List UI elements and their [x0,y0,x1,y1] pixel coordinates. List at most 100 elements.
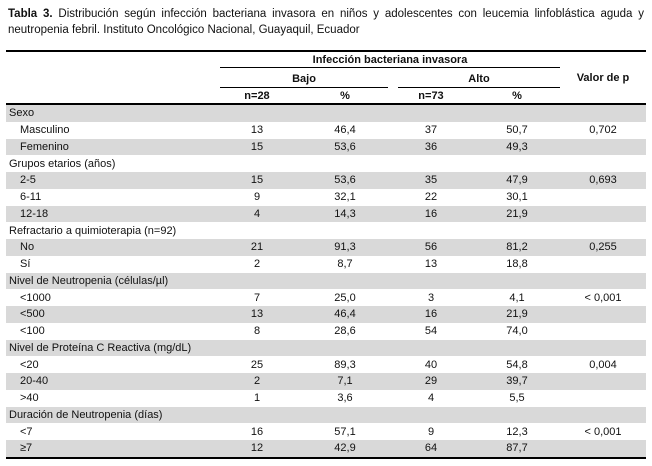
cell-pct-bajo: 57,1 [334,425,356,438]
row-label: >40 [20,392,39,405]
cell-pct-bajo: 53,6 [334,140,356,153]
section-label: Grupos etarios (años) [9,157,116,170]
table-row: Sí 2 8,7 13 18,8 [6,256,646,273]
cell-n-alto: 9 [427,425,435,438]
cell-n-alto: 22 [424,191,438,204]
cell-p-value: < 0,001 [584,425,622,438]
section-label: Nivel de Proteína C Reactiva (mg/dL) [9,341,192,354]
table-row: ≥7 12 42,9 64 87,7 [6,440,646,457]
cell-pct-bajo: 91,3 [334,241,356,254]
cell-pct-alto: 30,1 [506,191,528,204]
cell-pct-alto: 49,3 [506,140,528,153]
table-row: <20 25 89,3 40 54,8 0,004 [6,356,646,373]
row-label: <1000 [20,291,51,304]
cell-pct-bajo: 3,6 [337,392,353,405]
cell-pct-bajo: 25,0 [334,291,356,304]
cell-p-value: 0,255 [589,241,617,254]
page: Tabla 3. Distribución según infección ba… [0,7,652,459]
row-label: Femenino [20,140,69,153]
cell-n-bajo: 25 [250,358,264,371]
cell-pct-alto: 39,7 [506,375,528,388]
row-label: 6-11 [20,191,42,204]
row-label: 12-18 [20,207,49,220]
cell-n-bajo: 4 [253,207,261,220]
cell-pct-bajo: 42,9 [334,442,356,455]
cell-pct-alto: 12,3 [506,425,528,438]
column-group-alto: Alto [398,68,560,88]
cell-pct-bajo: 46,4 [334,124,356,137]
row-label: 2-5 [20,174,36,187]
table-row: 12-18 4 14,3 16 21,9 [6,205,646,223]
cell-n-alto: 36 [424,140,438,153]
cell-n-alto: 37 [424,124,438,137]
cell-pct-alto: 4,1 [509,291,525,304]
cell-pct-bajo: 14,3 [334,207,356,220]
cell-n-alto: 16 [424,308,438,321]
cell-n-bajo: 13 [250,308,264,321]
cell-n-bajo: 13 [250,124,264,137]
data-table: Infección bacteriana invasora Bajo Alto … [6,50,646,459]
subheader-pct-alto: % [512,90,522,102]
table-section-row: Duración de Neutropenia (días) [6,406,646,424]
cell-n-alto: 64 [424,442,438,455]
row-label: No [20,241,35,254]
table-row: <7 16 57,1 9 12,3 < 0,001 [6,423,646,440]
row-label: Sí [20,258,31,271]
subheader-n-bajo: n=28 [244,90,270,102]
cell-n-bajo: 16 [250,425,264,438]
table-caption-number: Tabla 3. [8,8,53,20]
cell-n-bajo: 12 [250,442,264,455]
cell-n-bajo: 8 [253,325,261,338]
cell-n-bajo: 15 [250,140,264,153]
table-section-row: Refractario a quimioterapia (n=92) [6,222,646,239]
table-caption: Tabla 3. Distribución según infección ba… [8,7,644,38]
group-header-label: Infección bacteriana invasora [220,52,560,68]
cell-pct-bajo: 32,1 [334,191,356,204]
section-label: Refractario a quimioterapia (n=92) [9,224,177,237]
cell-n-alto: 40 [424,358,438,371]
cell-n-bajo: 21 [250,241,264,254]
cell-pct-alto: 47,9 [506,174,528,187]
cell-pct-alto: 21,9 [506,308,528,321]
cell-pct-bajo: 89,3 [334,358,356,371]
table-row: Masculino 13 46,4 37 50,7 0,702 [6,122,646,139]
cell-p-value: 0,004 [589,358,617,371]
row-label: Masculino [20,124,70,137]
cell-pct-alto: 5,5 [509,392,525,405]
cell-pct-bajo: 7,1 [337,375,353,388]
cell-n-alto: 13 [424,258,438,271]
table-section-row: Nivel de Neutropenia (células/µl) [6,272,646,290]
table-row: No 21 91,3 56 81,2 0,255 [6,239,646,256]
table-header: Infección bacteriana invasora Bajo Alto … [6,50,646,105]
cell-n-alto: 16 [424,207,438,220]
table-section-row: Nivel de Proteína C Reactiva (mg/dL) [6,339,646,357]
cell-p-value: 0,702 [589,124,617,137]
row-label: 20-40 [20,375,49,388]
cell-n-bajo: 1 [253,392,261,405]
row-label: <100 [20,325,45,338]
cell-n-alto: 54 [424,325,438,338]
cell-n-bajo: 7 [253,291,261,304]
table-row: 6-11 9 32,1 22 30,1 [6,189,646,206]
cell-pct-bajo: 46,4 [334,308,356,321]
table-row: <1000 7 25,0 3 4,1 < 0,001 [6,289,646,306]
section-label: Nivel de Neutropenia (células/µl) [9,274,169,287]
cell-pct-alto: 74,0 [506,325,528,338]
table-section-row: Grupos etarios (años) [6,155,646,172]
cell-n-bajo: 2 [253,258,261,271]
column-group-bajo: Bajo [220,68,388,88]
table-section-row: Sexo [6,105,646,122]
cell-pct-alto: 54,8 [506,358,528,371]
p-value-column-header: Valor de p [576,71,630,84]
row-label: <20 [20,358,39,371]
table-row: <100 8 28,6 54 74,0 [6,323,646,340]
cell-pct-alto: 81,2 [506,241,528,254]
table-row: 2-5 15 53,6 35 47,9 0,693 [6,172,646,189]
cell-pct-bajo: 28,6 [334,325,356,338]
cell-pct-bajo: 53,6 [334,174,356,187]
cell-n-alto: 56 [424,241,438,254]
table-row: 20-40 2 7,1 29 39,7 [6,373,646,390]
cell-pct-alto: 21,9 [506,207,528,220]
cell-pct-alto: 18,8 [506,258,528,271]
section-label: Duración de Neutropenia (días) [9,408,163,421]
